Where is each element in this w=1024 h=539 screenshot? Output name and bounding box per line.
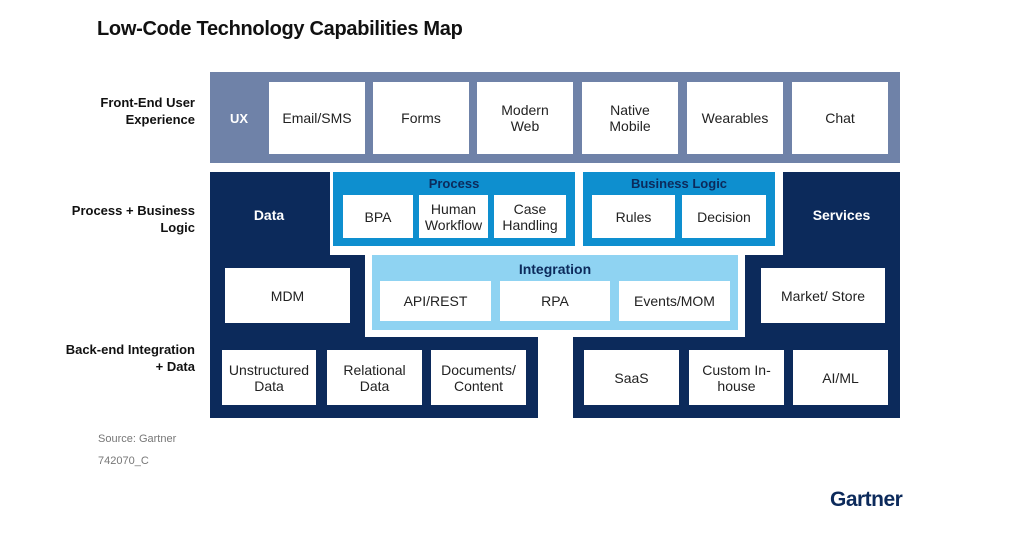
box-email-sms: Email/SMS <box>269 82 365 154</box>
box-human-workflow: Human Workflow <box>419 195 488 238</box>
box-chat: Chat <box>792 82 888 154</box>
business-logic-label: Business Logic <box>630 176 728 191</box>
page-title: Low-Code Technology Capabilities Map <box>97 18 463 40</box>
box-mdm: MDM <box>225 268 350 323</box>
figure-id: 742070_C <box>98 455 149 467</box>
data-label: Data <box>253 207 285 223</box>
row-label-back-end: Back-end Integration + Data <box>65 342 195 374</box>
row-label-front-end: Front-End User Experience <box>100 95 195 127</box>
ux-label: UX <box>229 111 249 126</box>
box-documents-content: Documents/ Content <box>431 350 526 405</box>
box-ai-ml: AI/ML <box>793 350 888 405</box>
box-native-mobile: Native Mobile <box>582 82 678 154</box>
services-label: Services <box>812 207 871 223</box>
box-case-handling: Case Handling <box>494 195 566 238</box>
gartner-logo: Gartner <box>830 488 903 511</box>
box-unstructured-data: Unstructured Data <box>222 350 316 405</box>
integration-label: Integration <box>518 261 592 277</box>
box-modern-web: Modern Web <box>477 82 573 154</box>
box-custom-inhouse: Custom In-house <box>689 350 784 405</box>
box-wearables: Wearables <box>687 82 783 154</box>
row-label-process: Process + Business Logic <box>71 203 195 235</box>
box-relational-data: Relational Data <box>327 350 422 405</box>
box-market-store: Market/ Store <box>761 268 885 323</box>
box-saas: SaaS <box>584 350 679 405</box>
source-note: Source: Gartner <box>98 433 177 445</box>
box-decision: Decision <box>682 195 766 238</box>
box-events-mom: Events/MOM <box>619 281 730 321</box>
box-api-rest: API/REST <box>380 281 491 321</box>
box-forms: Forms <box>373 82 469 154</box>
box-rpa: RPA <box>500 281 610 321</box>
box-bpa: BPA <box>343 195 413 238</box>
process-label: Process <box>428 176 480 191</box>
box-rules: Rules <box>592 195 675 238</box>
